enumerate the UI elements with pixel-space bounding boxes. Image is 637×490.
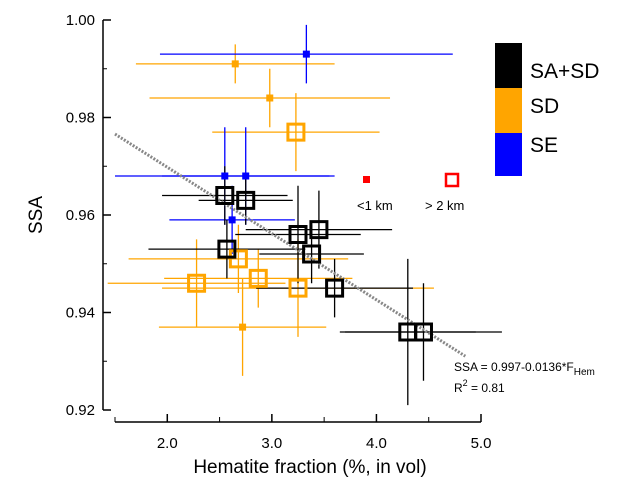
y-axis: 0.92 0.94 0.96 0.98 1.00 xyxy=(66,12,111,419)
point-sa-sd xyxy=(413,322,433,342)
altitude-low-label: <1 km xyxy=(357,198,393,213)
point-sd xyxy=(286,122,306,142)
point-se xyxy=(242,172,250,180)
y-tick-label: 0.96 xyxy=(66,207,95,224)
altitude-low-marker xyxy=(363,176,370,183)
x-tick-label: 2.0 xyxy=(157,435,178,452)
point-sa-sd xyxy=(325,278,345,298)
altitude-legend: <1 km > 2 km xyxy=(357,172,464,213)
legend-label-sd: SD xyxy=(530,95,559,118)
y-tick-label: 0.98 xyxy=(66,110,95,127)
point-sd xyxy=(288,278,308,298)
point-sa-sd xyxy=(309,220,329,240)
y-tick-label: 0.92 xyxy=(66,402,95,419)
fit-line xyxy=(114,132,467,358)
x-tick-label: 5.0 xyxy=(471,435,492,452)
markers xyxy=(187,50,433,342)
legend-swatch-sa-sd xyxy=(495,43,522,88)
point-se xyxy=(221,172,229,180)
fit-equation: SSA = 0.997-0.0136*FHem xyxy=(454,360,595,378)
point-sd xyxy=(187,273,207,293)
point-sa-sd xyxy=(288,225,308,244)
y-tick-label: 1.00 xyxy=(66,12,95,29)
altitude-high-label: > 2 km xyxy=(425,198,464,213)
legend-swatch-se xyxy=(495,133,522,176)
point-sa-sd xyxy=(215,186,235,205)
legend-label-sa-sd: SA+SD xyxy=(530,60,599,83)
x-tick-label: 4.0 xyxy=(366,435,387,452)
point-sd xyxy=(231,60,239,68)
y-axis-title: SSA xyxy=(26,196,47,234)
legend: SA+SD SD SE xyxy=(495,43,599,176)
point-se xyxy=(302,50,310,58)
legend-label-se: SE xyxy=(530,134,558,157)
fit-r-squared: R2 = 0.81 xyxy=(454,378,505,395)
point-sd xyxy=(239,323,247,331)
altitude-high-marker xyxy=(444,172,460,188)
error-bars xyxy=(107,24,502,406)
point-sd xyxy=(266,94,274,102)
x-tick-label: 3.0 xyxy=(261,435,282,452)
point-sa-sd xyxy=(217,239,237,259)
point-sa-sd xyxy=(302,244,322,264)
point-sd xyxy=(228,249,248,269)
y-tick-label: 0.94 xyxy=(66,305,95,322)
point-se xyxy=(228,216,236,224)
point-sa-sd xyxy=(236,190,256,210)
plot-area xyxy=(107,24,502,406)
legend-swatch-sd xyxy=(495,88,522,133)
point-sd xyxy=(248,268,268,288)
x-axis-title: Hematite fraction (%, in vol) xyxy=(193,457,426,478)
x-axis: 2.0 3.0 4.0 5.0 xyxy=(114,414,492,452)
